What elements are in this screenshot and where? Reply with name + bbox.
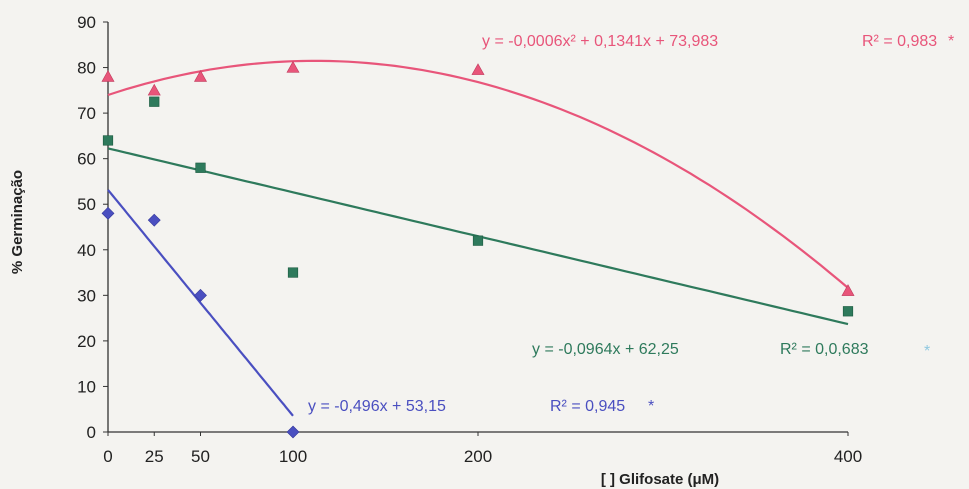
green-r2: R² = 0,0,683 (780, 341, 869, 358)
x-tick-label: 50 (191, 447, 210, 466)
data-markers (101, 60, 855, 439)
y-tick-label: 30 (77, 286, 96, 305)
y-tick-label: 70 (77, 104, 96, 123)
green-data-point (195, 162, 206, 173)
pink-fit-line (107, 59, 849, 289)
y-tick-label: 60 (77, 150, 96, 169)
pink-data-point (193, 70, 208, 82)
green-data-point (842, 306, 854, 317)
pink-r2: R² = 0,983 (862, 33, 937, 50)
blue-data-point (286, 425, 300, 439)
x-tick-label: 200 (464, 447, 492, 466)
blue-data-point (101, 206, 115, 220)
pink-data-point (471, 63, 485, 75)
blue-equation: y = -0,496x + 53,15 (308, 398, 446, 415)
y-tick-label: 0 (87, 423, 96, 442)
pink-r2-star: * (948, 33, 954, 50)
x-tick-label: 400 (834, 447, 862, 466)
x-tick-label: 25 (145, 447, 164, 466)
blue-r2-star: * (648, 398, 654, 415)
y-tick-label: 90 (77, 13, 96, 32)
green-r2-star: * (924, 343, 930, 360)
pink-data-point (841, 284, 855, 296)
green-data-point (102, 135, 114, 146)
blue-data-point (194, 288, 207, 302)
y-tick-label: 40 (77, 241, 96, 260)
blue-data-point (147, 213, 161, 227)
pink-data-point (286, 60, 300, 73)
pink-data-point (147, 83, 161, 96)
blue-fit-line (107, 189, 294, 417)
green-data-point (472, 235, 484, 246)
y-tick-label: 80 (77, 59, 96, 78)
y-tick-label: 10 (77, 377, 96, 396)
y-axis-title: % Germinação (9, 170, 26, 274)
green-equation: y = -0,0964x + 62,25 (532, 341, 679, 358)
y-tick-label: 20 (77, 332, 96, 351)
pink-data-point (101, 70, 115, 82)
chart-axes: 0 10 20 30 40 50 60 70 80 90 0 25 50 100 200 400 (77, 13, 862, 466)
x-axis-title: [ ] Glifosate (μM) (601, 471, 719, 488)
x-tick-label: 0 (103, 447, 112, 466)
blue-r2: R² = 0,945 (550, 398, 625, 415)
green-data-point (149, 96, 160, 107)
pink-equation: y = -0,0006x² + 0,1341x + 73,983 (482, 33, 718, 50)
x-tick-label: 100 (279, 447, 307, 466)
y-tick-label: 50 (77, 195, 96, 214)
green-data-point (287, 267, 299, 278)
